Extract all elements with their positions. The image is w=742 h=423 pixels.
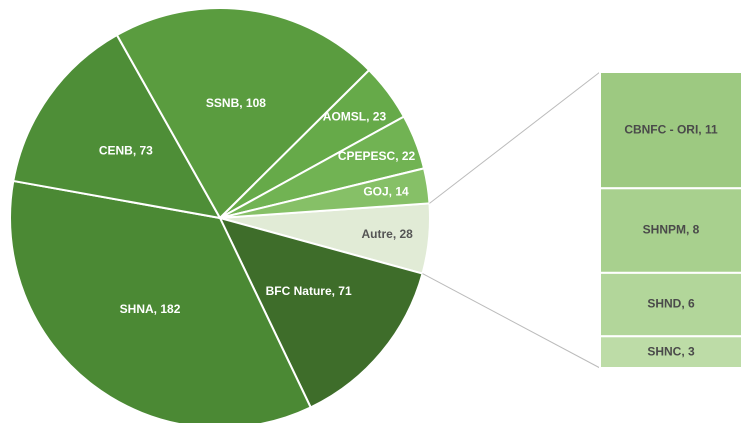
pie-slice <box>115 7 371 220</box>
bar-segment <box>599 335 742 369</box>
bar-segment <box>599 71 742 190</box>
slice-label: CENB, 73 <box>99 143 153 157</box>
pie-slice <box>218 216 424 409</box>
slice-label: AOMSL, 23 <box>323 109 387 123</box>
bar-label: SHND, 6 <box>647 297 695 311</box>
slice-label: SSNB, 108 <box>206 96 266 110</box>
slice-label: GOJ, 14 <box>363 184 409 198</box>
slice-label: BFC Nature, 71 <box>266 284 352 298</box>
slice-label: CPEPESC, 22 <box>338 149 416 163</box>
bar-segment <box>599 187 742 274</box>
connector <box>429 71 601 204</box>
bar-label: SHNC, 3 <box>647 344 695 358</box>
bar-segment <box>599 271 742 338</box>
slice-label: Autre, 28 <box>361 227 413 241</box>
bar-label: SHNPM, 8 <box>643 223 700 237</box>
pie-slice <box>9 179 313 423</box>
pie-slice <box>12 33 222 220</box>
connector <box>422 273 601 369</box>
slice-label: SHNA, 182 <box>120 302 181 316</box>
bar-label: CBNFC - ORI, 11 <box>624 122 718 136</box>
